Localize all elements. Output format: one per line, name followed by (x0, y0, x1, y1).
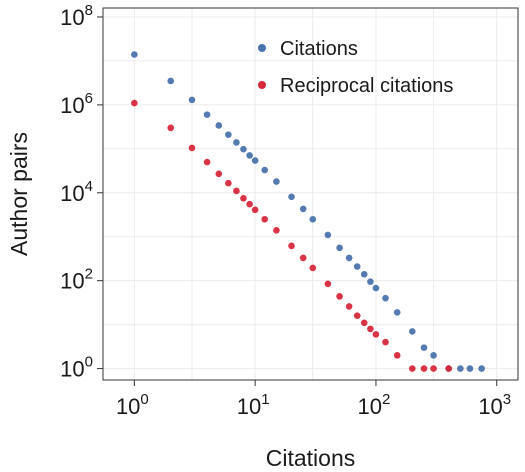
data-point (240, 145, 247, 153)
data-point (203, 111, 211, 118)
data-point (246, 200, 253, 208)
data-points (131, 51, 485, 372)
data-point (225, 179, 232, 187)
legend-label: Citations (280, 38, 358, 60)
data-point (246, 152, 253, 159)
x-axis-title: Citations (266, 445, 355, 471)
plot-frame (102, 7, 519, 381)
data-point (324, 280, 332, 288)
y-axis-title: Author pairs (6, 132, 32, 256)
data-point (251, 157, 259, 164)
data-point (457, 365, 464, 372)
data-point (409, 328, 416, 335)
grid-lines (103, 8, 518, 380)
y-tick-label: 108 (60, 2, 93, 30)
data-point (131, 51, 138, 58)
data-point (360, 270, 368, 278)
data-point (353, 263, 361, 270)
data-point (430, 365, 437, 372)
y-tick-base: 10 (60, 93, 84, 118)
x-tick-base: 10 (358, 394, 382, 419)
data-point (336, 244, 343, 252)
series-reciprocal-citations (131, 99, 452, 372)
data-point (345, 303, 353, 310)
y-tick-base: 10 (60, 181, 84, 206)
data-point (299, 205, 307, 213)
data-point (430, 352, 437, 359)
y-tick-label: 102 (60, 266, 93, 294)
data-point (273, 178, 280, 185)
x-tick-exponent: 1 (261, 391, 269, 408)
y-tick-exponent: 6 (85, 90, 93, 107)
x-tick-exponent: 2 (382, 391, 390, 408)
data-point (273, 227, 280, 234)
data-point (420, 365, 428, 372)
data-point (360, 319, 368, 327)
data-point (336, 293, 343, 300)
y-tick-exponent: 4 (85, 178, 93, 195)
data-point (309, 264, 317, 272)
legend-marker (258, 81, 266, 89)
x-tick-label: 101 (237, 391, 270, 419)
x-tick-base: 10 (478, 394, 502, 419)
data-point (478, 365, 485, 372)
y-tick-label: 106 (60, 90, 93, 118)
data-point (251, 206, 259, 214)
y-tick-base: 10 (60, 357, 84, 382)
data-point (188, 144, 196, 152)
data-point (372, 284, 380, 292)
data-point (225, 131, 232, 138)
data-point (345, 254, 353, 262)
data-point (261, 166, 269, 174)
legend-label: Reciprocal citations (280, 75, 453, 97)
data-point (215, 122, 223, 129)
data-point (409, 365, 416, 372)
y-tick-exponent: 0 (85, 354, 93, 371)
data-point (309, 215, 317, 223)
data-point (233, 139, 240, 146)
data-point (445, 365, 452, 372)
x-tick-base: 10 (237, 394, 261, 419)
x-tick-exponent: 0 (140, 391, 148, 408)
data-point (299, 254, 307, 262)
data-point (466, 365, 474, 372)
data-point (353, 312, 361, 319)
series-citations (131, 51, 485, 372)
data-point (288, 193, 295, 201)
x-tick-base: 10 (116, 394, 140, 419)
data-point (233, 187, 240, 195)
data-point (215, 170, 223, 178)
data-point (393, 352, 401, 359)
data-point (367, 325, 374, 333)
y-tick-exponent: 8 (85, 2, 93, 19)
data-point (382, 294, 389, 302)
legend-marker (258, 44, 266, 52)
legend: Citations Reciprocal citations (258, 38, 453, 97)
y-tick-label: 100 (60, 354, 93, 382)
x-tick-exponent: 3 (503, 391, 511, 408)
data-point (261, 215, 269, 223)
data-point (240, 194, 247, 202)
data-point (324, 231, 332, 239)
x-tick-label: 102 (358, 391, 391, 419)
data-point (367, 278, 374, 285)
data-point (203, 158, 211, 166)
y-tick-label: 104 (60, 178, 93, 206)
data-point (382, 338, 389, 346)
data-point (288, 242, 295, 250)
y-tick-base: 10 (60, 269, 84, 294)
data-point (420, 344, 428, 351)
data-point (167, 124, 175, 132)
data-point (393, 309, 401, 316)
x-tick-label: 100 (116, 391, 149, 419)
data-point (188, 96, 196, 104)
y-tick-exponent: 2 (85, 266, 93, 283)
data-point (131, 99, 138, 107)
data-point (372, 331, 380, 338)
data-point (167, 77, 175, 85)
y-tick-base: 10 (60, 5, 84, 30)
x-tick-label: 103 (478, 391, 511, 419)
